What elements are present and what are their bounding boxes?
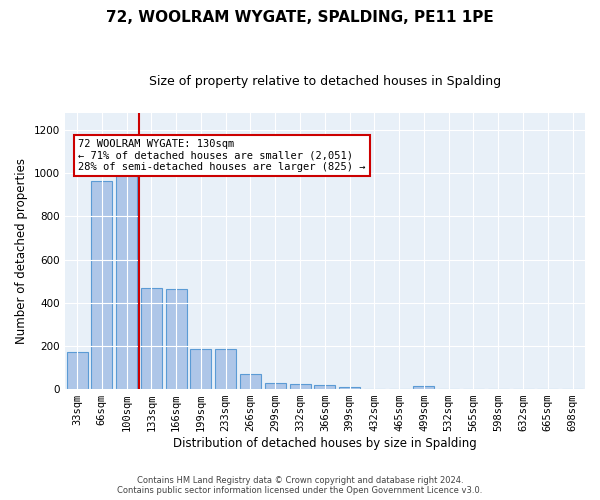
Bar [215, 349, 236, 389]
Bar [290, 384, 311, 389]
Bar [116, 176, 137, 389]
Bar [314, 385, 335, 389]
Bar [190, 349, 211, 389]
Bar [240, 374, 261, 389]
Bar [91, 181, 112, 389]
Title: Size of property relative to detached houses in Spalding: Size of property relative to detached ho… [149, 75, 501, 88]
Bar [166, 288, 187, 389]
Bar [339, 387, 360, 389]
Text: 72 WOOLRAM WYGATE: 130sqm
← 71% of detached houses are smaller (2,051)
28% of se: 72 WOOLRAM WYGATE: 130sqm ← 71% of detac… [78, 138, 366, 172]
Bar [67, 352, 88, 389]
Bar [141, 288, 162, 389]
X-axis label: Distribution of detached houses by size in Spalding: Distribution of detached houses by size … [173, 437, 477, 450]
Text: Contains HM Land Registry data © Crown copyright and database right 2024.
Contai: Contains HM Land Registry data © Crown c… [118, 476, 482, 495]
Y-axis label: Number of detached properties: Number of detached properties [15, 158, 28, 344]
Bar [413, 386, 434, 389]
Bar [265, 383, 286, 389]
Text: 72, WOOLRAM WYGATE, SPALDING, PE11 1PE: 72, WOOLRAM WYGATE, SPALDING, PE11 1PE [106, 10, 494, 25]
